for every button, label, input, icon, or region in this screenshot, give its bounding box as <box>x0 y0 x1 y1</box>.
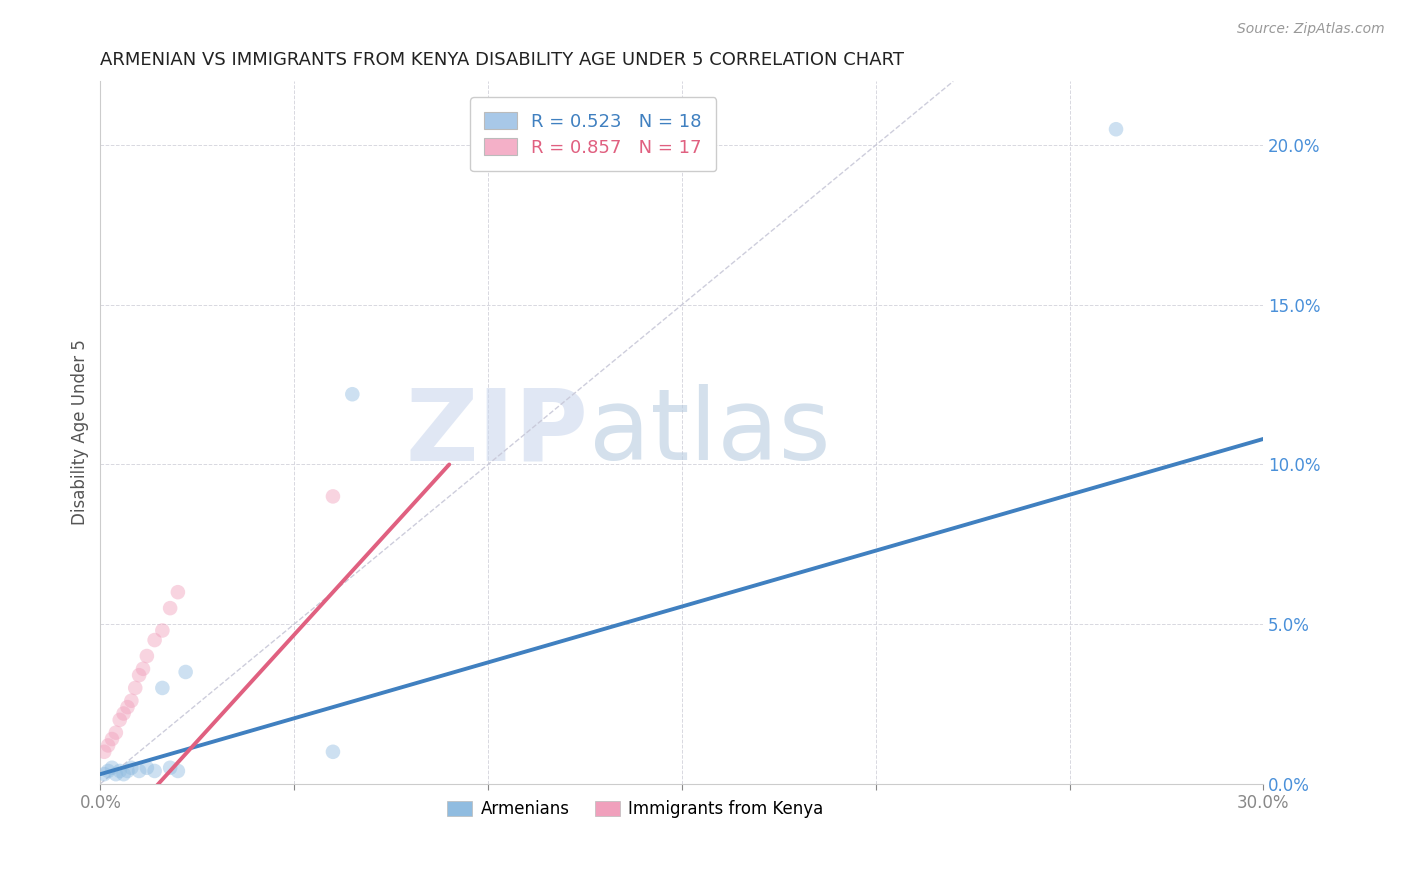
Text: Source: ZipAtlas.com: Source: ZipAtlas.com <box>1237 22 1385 37</box>
Point <box>174 665 197 679</box>
Point <box>342 387 364 401</box>
Point <box>104 725 127 739</box>
Point <box>97 764 120 778</box>
Text: atlas: atlas <box>589 384 831 481</box>
Point <box>143 764 166 778</box>
Point <box>120 761 142 775</box>
Point <box>150 681 173 695</box>
Point <box>124 681 146 695</box>
Point <box>167 764 190 778</box>
Point <box>128 764 150 778</box>
Point <box>112 767 135 781</box>
Point <box>135 761 157 775</box>
Text: ARMENIAN VS IMMIGRANTS FROM KENYA DISABILITY AGE UNDER 5 CORRELATION CHART: ARMENIAN VS IMMIGRANTS FROM KENYA DISABI… <box>100 51 904 69</box>
Point <box>150 624 173 638</box>
Point <box>117 764 139 778</box>
Point <box>117 700 139 714</box>
Point <box>97 739 120 753</box>
Y-axis label: Disability Age Under 5: Disability Age Under 5 <box>72 340 89 525</box>
Point <box>93 745 115 759</box>
Text: ZIP: ZIP <box>406 384 589 481</box>
Point <box>112 706 135 721</box>
Point <box>108 713 131 727</box>
Point <box>167 585 190 599</box>
Point <box>135 648 157 663</box>
Legend: Armenians, Immigrants from Kenya: Armenians, Immigrants from Kenya <box>440 793 830 824</box>
Point <box>101 732 124 747</box>
Point <box>120 694 142 708</box>
Point <box>101 761 124 775</box>
Point <box>104 767 127 781</box>
Point <box>1105 122 1128 136</box>
Point <box>322 489 344 503</box>
Point <box>108 764 131 778</box>
Point <box>128 668 150 682</box>
Point <box>159 761 181 775</box>
Point <box>132 662 155 676</box>
Point <box>93 767 115 781</box>
Point <box>159 601 181 615</box>
Point <box>143 633 166 648</box>
Point <box>322 745 344 759</box>
